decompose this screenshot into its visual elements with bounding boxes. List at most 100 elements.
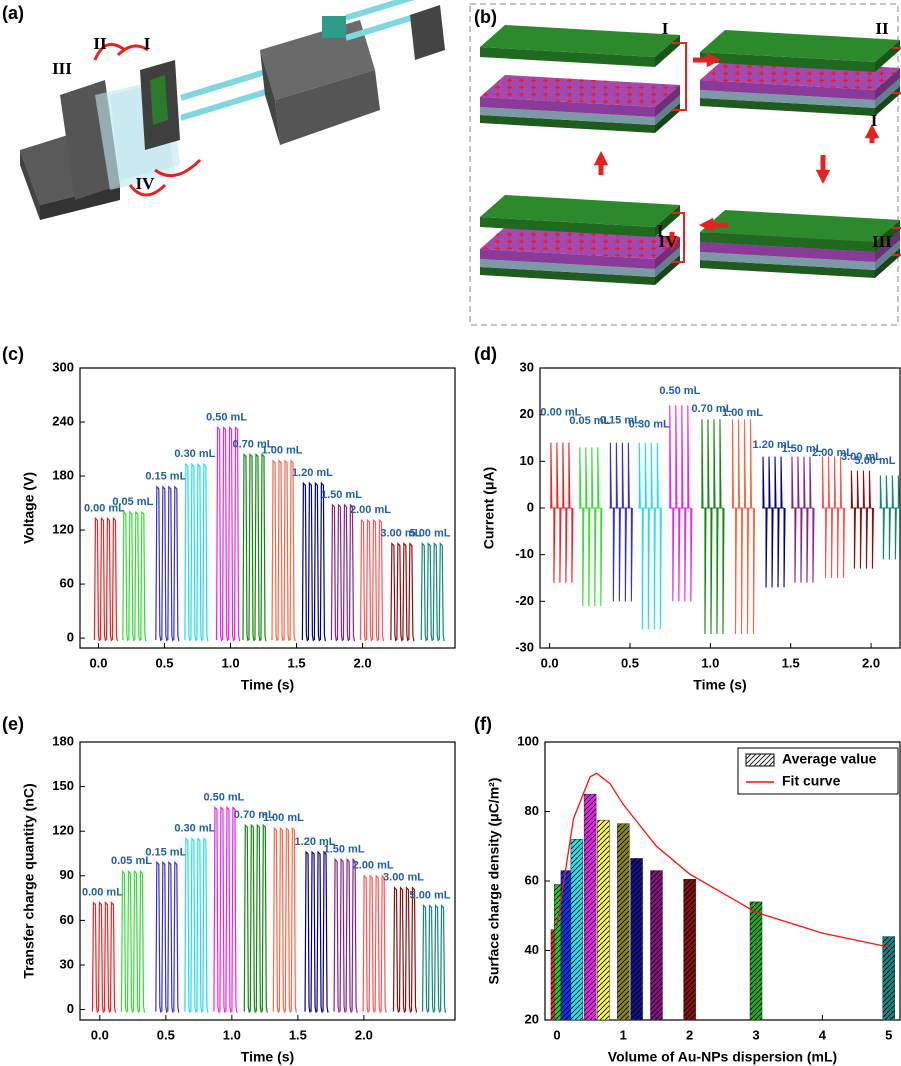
group-label: 5.00 mL — [410, 889, 451, 901]
pulse-group — [244, 825, 267, 1012]
panel-label: (e) — [2, 714, 24, 734]
y-tick-label: 30 — [520, 359, 534, 374]
x-tick-label: 1.0 — [221, 655, 239, 670]
group-label: 0.30 mL — [174, 823, 215, 835]
group-label: 1.00 mL — [722, 407, 763, 419]
x-tick-label: 1.5 — [782, 655, 800, 670]
pulse-group — [121, 871, 144, 1012]
pulse-group — [156, 487, 179, 641]
pulse-group — [669, 405, 692, 601]
pulse-group — [850, 471, 873, 569]
x-axis-label: Time (s) — [241, 677, 294, 693]
x-tick-label: 2.0 — [862, 655, 880, 670]
pulse-group — [421, 544, 444, 642]
legend-swatch — [746, 754, 774, 766]
legend-label: Fit curve — [782, 773, 841, 789]
y-axis-label: Surface charge density (μC/m²) — [486, 778, 502, 985]
bar-hatch — [584, 794, 596, 1020]
y-tick-label: 180 — [52, 467, 74, 482]
bar-hatch — [597, 820, 609, 1020]
current-label: I — [657, 221, 664, 240]
pulse-group — [550, 443, 573, 583]
group-label: 5.00 mL — [855, 455, 896, 467]
pulse-group — [94, 518, 117, 641]
x-tick-label: 1 — [620, 1027, 627, 1042]
pulse-group — [217, 427, 240, 641]
y-tick-label: 30 — [60, 956, 74, 971]
group-label: 0.30 mL — [174, 448, 215, 460]
bar-hatch — [571, 839, 583, 1020]
group-label: 0.50 mL — [203, 791, 244, 803]
pulse-group — [762, 457, 785, 588]
group-label: 2.00 mL — [350, 504, 391, 516]
group-label: 0.15 mL — [145, 846, 186, 858]
y-tick-label: 180 — [52, 733, 74, 748]
y-tick-label: 120 — [52, 521, 74, 536]
plot-frame — [80, 368, 455, 648]
pulse-group — [214, 807, 237, 1012]
group-label: 0.30 mL — [629, 419, 670, 431]
figure: III II I IV I II III IV I I (a) (b) (c) … — [0, 0, 901, 1066]
y-tick-label: 60 — [525, 872, 539, 887]
pulse-group — [791, 457, 814, 583]
y-axis-label: Voltage (V) — [21, 472, 37, 544]
group-label: 1.00 mL — [262, 445, 303, 457]
y-tick-label: 20 — [520, 406, 534, 421]
bar-hatch — [684, 879, 696, 1020]
x-tick-label: 0.5 — [155, 655, 173, 670]
x-tick-label: 1.0 — [701, 655, 719, 670]
group-label: 1.20 mL — [292, 467, 333, 479]
pulse-group — [273, 828, 296, 1012]
group-label: 0.00 mL — [82, 886, 123, 898]
pulse-group — [272, 461, 295, 641]
group-label: 2.00 mL — [353, 860, 394, 872]
y-tick-label: 60 — [60, 576, 74, 591]
pulse-group — [363, 876, 386, 1013]
panel-label: (f) — [474, 714, 492, 734]
x-tick-label: 1.5 — [288, 655, 306, 670]
stage-label: III — [52, 59, 72, 78]
panel-label: (b) — [474, 7, 497, 27]
pulse-group — [609, 443, 632, 602]
mechanism-schematic — [480, 25, 901, 285]
group-label: 3.00 mL — [383, 872, 424, 884]
pulse-group — [701, 419, 724, 634]
group-label: 0.50 mL — [659, 385, 700, 397]
y-tick-label: 40 — [525, 942, 539, 957]
panel-label: (c) — [2, 344, 24, 364]
pulse-group — [732, 419, 755, 634]
panel-label: (d) — [474, 344, 497, 364]
pulse-group — [423, 906, 446, 1013]
y-tick-label: 240 — [52, 413, 74, 428]
x-tick-label: 0.0 — [89, 655, 107, 670]
pulse-group — [185, 464, 208, 641]
x-tick-label: 0.5 — [621, 655, 639, 670]
x-tick-label: 5 — [885, 1027, 892, 1042]
y-tick-label: -10 — [515, 546, 534, 561]
y-tick-label: 90 — [60, 867, 74, 882]
pulse-group — [243, 454, 266, 641]
y-tick-label: 60 — [60, 912, 74, 927]
pulse-group — [156, 862, 179, 1012]
y-tick-label: 150 — [52, 778, 74, 793]
y-tick-label: 300 — [52, 359, 74, 374]
y-tick-label: 0 — [527, 499, 534, 514]
pulse-group — [579, 447, 602, 606]
x-tick-label: 2 — [686, 1027, 693, 1042]
x-tick-label: 3 — [752, 1027, 759, 1042]
device-schematic: III II I IV — [20, 0, 445, 220]
pulse-group — [879, 475, 901, 559]
bar-hatch — [650, 871, 662, 1020]
arrowhead — [816, 170, 831, 184]
pulse-group — [822, 457, 845, 578]
x-axis-label: Time (s) — [241, 1049, 294, 1065]
arrowhead — [594, 151, 609, 165]
y-tick-label: -20 — [515, 593, 534, 608]
pulse-group — [123, 512, 146, 641]
y-axis-label: Current (μA) — [481, 467, 497, 549]
stage-label: I — [662, 19, 669, 38]
x-tick-label: 2.0 — [354, 655, 372, 670]
pulse-group — [92, 903, 115, 1013]
y-axis-label: Transfer charge quantity (nC) — [21, 783, 37, 978]
x-tick-label: 0 — [553, 1027, 560, 1042]
